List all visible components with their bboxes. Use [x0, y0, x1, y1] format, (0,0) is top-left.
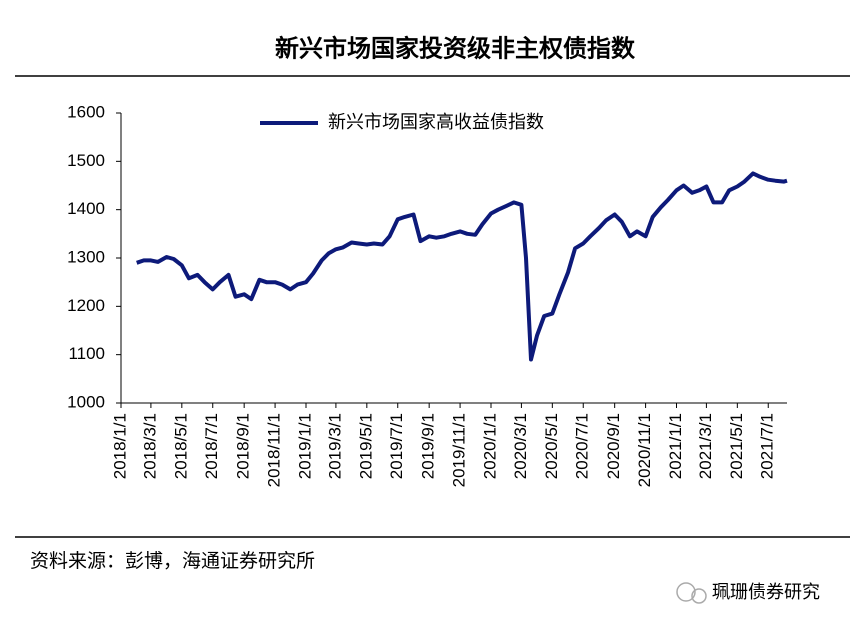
chart-title: 新兴市场国家投资级非主权债指数	[275, 34, 636, 63]
x-tick-label: 2020/1/1	[480, 413, 499, 479]
y-tick-label: 1100	[68, 344, 105, 363]
x-tick-label: 2018/3/1	[140, 413, 159, 479]
watermark-icon	[691, 588, 707, 604]
y-tick-label: 1300	[67, 247, 105, 266]
x-tick-label: 2020/5/1	[542, 413, 561, 479]
x-tick-label: 2020/11/1	[635, 413, 654, 487]
y-tick-label: 1400	[67, 199, 105, 218]
legend-label: 新兴市场国家高收益债指数	[328, 112, 544, 133]
x-tick-label: 2021/5/1	[727, 413, 746, 479]
x-tick-label: 2019/3/1	[325, 413, 344, 479]
x-tick-label: 2020/9/1	[604, 413, 623, 479]
watermark-icon	[676, 582, 696, 602]
x-tick-label: 2019/7/1	[387, 413, 406, 479]
x-tick-label: 2018/9/1	[234, 413, 253, 479]
x-tick-label: 2020/7/1	[573, 413, 592, 479]
data-line	[136, 171, 788, 362]
x-tick-label: 2021/7/1	[758, 413, 777, 479]
watermark: 珮珊债券研究	[676, 582, 820, 604]
y-tick-label: 1200	[67, 296, 105, 315]
x-tick-label: 2018/7/1	[202, 413, 221, 479]
x-tick-label: 2019/1/1	[295, 413, 314, 479]
x-tick-label: 2020/3/1	[511, 413, 530, 479]
y-tick-label: 1000	[67, 392, 105, 411]
y-tick-label: 1600	[67, 102, 105, 121]
x-tick-label: 2021/1/1	[666, 413, 685, 479]
x-tick-label: 2021/3/1	[696, 413, 715, 479]
x-tick-label: 2018/5/1	[171, 413, 190, 479]
x-tick-label: 2018/11/1	[265, 413, 284, 487]
x-tick-label: 2018/1/1	[110, 413, 129, 479]
x-tick-label: 2019/5/1	[356, 413, 375, 479]
x-tick-label: 2019/11/1	[450, 413, 469, 487]
y-tick-label: 1500	[67, 151, 105, 170]
watermark-text: 珮珊债券研究	[712, 582, 820, 602]
x-tick-label: 2019/9/1	[419, 413, 438, 479]
source-note: 资料来源：彭博，海通证券研究所	[30, 550, 315, 572]
